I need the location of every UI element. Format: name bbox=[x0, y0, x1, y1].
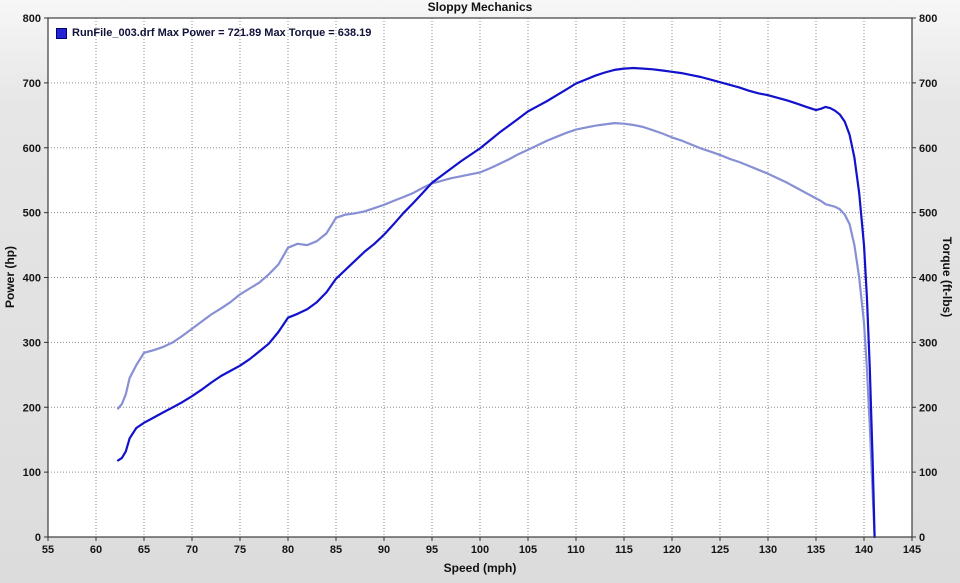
svg-text:135: 135 bbox=[807, 544, 825, 556]
svg-text:60: 60 bbox=[90, 544, 102, 556]
svg-text:200: 200 bbox=[23, 402, 41, 414]
svg-text:100: 100 bbox=[919, 467, 937, 479]
svg-text:125: 125 bbox=[711, 544, 729, 556]
legend[interactable]: RunFile_003.drf Max Power = 721.89 Max T… bbox=[56, 26, 371, 40]
svg-text:120: 120 bbox=[663, 544, 681, 556]
svg-text:700: 700 bbox=[23, 78, 41, 90]
svg-text:800: 800 bbox=[23, 13, 41, 25]
svg-text:600: 600 bbox=[919, 143, 937, 155]
svg-text:85: 85 bbox=[330, 544, 342, 556]
svg-text:90: 90 bbox=[378, 544, 390, 556]
svg-text:95: 95 bbox=[426, 544, 438, 556]
svg-text:300: 300 bbox=[23, 337, 41, 349]
svg-text:500: 500 bbox=[23, 208, 41, 220]
svg-text:115: 115 bbox=[615, 544, 633, 556]
legend-label: RunFile_003.drf Max Power = 721.89 Max T… bbox=[72, 27, 372, 39]
svg-text:100: 100 bbox=[23, 467, 41, 479]
chart-title: Sloppy Mechanics bbox=[427, 0, 533, 14]
svg-text:130: 130 bbox=[759, 544, 777, 556]
svg-text:400: 400 bbox=[23, 273, 41, 285]
svg-text:700: 700 bbox=[919, 78, 937, 90]
svg-text:80: 80 bbox=[282, 544, 294, 556]
svg-text:55: 55 bbox=[42, 544, 54, 556]
svg-text:140: 140 bbox=[855, 544, 873, 556]
svg-text:200: 200 bbox=[919, 402, 937, 414]
svg-text:65: 65 bbox=[138, 544, 150, 556]
svg-text:800: 800 bbox=[919, 13, 937, 25]
svg-text:145: 145 bbox=[903, 544, 921, 556]
x-axis-title: Speed (mph) bbox=[443, 561, 517, 575]
svg-text:600: 600 bbox=[23, 143, 41, 155]
svg-text:75: 75 bbox=[234, 544, 246, 556]
series-swatch-icon[interactable] bbox=[56, 27, 67, 39]
svg-text:70: 70 bbox=[186, 544, 198, 556]
svg-text:400: 400 bbox=[919, 273, 937, 285]
svg-text:105: 105 bbox=[519, 544, 537, 556]
svg-text:100: 100 bbox=[471, 544, 489, 556]
svg-text:110: 110 bbox=[567, 544, 585, 556]
svg-text:0: 0 bbox=[35, 532, 41, 544]
svg-text:300: 300 bbox=[919, 337, 937, 349]
svg-text:0: 0 bbox=[919, 532, 925, 544]
svg-text:500: 500 bbox=[919, 208, 937, 220]
